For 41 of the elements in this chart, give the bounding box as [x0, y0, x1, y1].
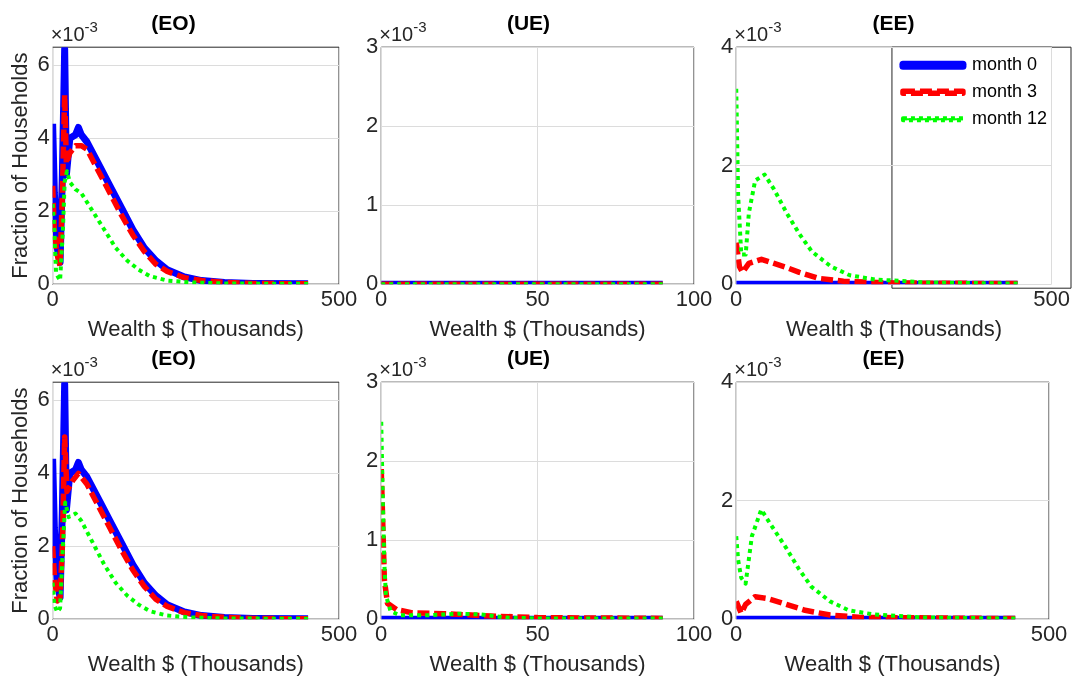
y-tick-label: 3	[365, 33, 379, 59]
y-tick-label: 2	[365, 447, 379, 473]
y-axis-title: Fraction of Households	[7, 52, 33, 279]
y-tick-label: 2	[720, 151, 734, 177]
y-tick-label: 4	[37, 124, 50, 150]
x-axis-title: Wealth $ (Thousands)	[429, 315, 646, 341]
y-tick-label: 1	[365, 526, 379, 552]
y-tick-label: 2	[365, 112, 379, 138]
legend-label: month 0	[971, 54, 1037, 75]
x-tick-label: 500	[320, 286, 358, 312]
y-tick-label: 2	[37, 197, 50, 223]
x-tick-label: 100	[675, 621, 713, 647]
x-axis-title: Wealth $ (Thousands)	[87, 315, 304, 341]
chart-title: (EO)	[151, 346, 196, 370]
x-axis-title: Wealth $ (Thousands)	[429, 650, 646, 676]
chart-title: (EE)	[862, 346, 905, 370]
x-axis-title: Wealth $ (Thousands)	[784, 650, 1001, 676]
chart-title: (UE)	[506, 346, 551, 370]
y-tick-label: 2	[37, 532, 50, 558]
chart-title: (EO)	[151, 11, 196, 35]
legend-label: month 12	[971, 108, 1048, 129]
x-tick-label: 500	[1033, 286, 1071, 312]
x-axis-title: Wealth $ (Thousands)	[87, 650, 304, 676]
y-tick-label: 4	[720, 368, 734, 394]
legend-label: month 3	[971, 81, 1037, 102]
y-tick-label: 4	[37, 459, 50, 485]
y-tick-label: 6	[37, 51, 50, 77]
y-tick-label: 6	[37, 386, 50, 412]
y-tick-label: 4	[720, 33, 734, 59]
y-tick-label: 3	[365, 368, 379, 394]
x-tick-label: 500	[320, 621, 358, 647]
chart-title: (UE)	[506, 11, 551, 35]
y-tick-label: 1	[365, 191, 379, 217]
x-tick-label: 100	[675, 286, 713, 312]
chart-title: (EE)	[872, 11, 915, 35]
x-tick-label: 50	[525, 286, 550, 312]
x-tick-label: 500	[1030, 621, 1068, 647]
y-axis-title: Fraction of Households	[7, 387, 33, 614]
x-axis-title: Wealth $ (Thousands)	[785, 315, 1002, 341]
x-tick-label: 50	[525, 621, 550, 647]
y-tick-label: 2	[720, 486, 734, 512]
